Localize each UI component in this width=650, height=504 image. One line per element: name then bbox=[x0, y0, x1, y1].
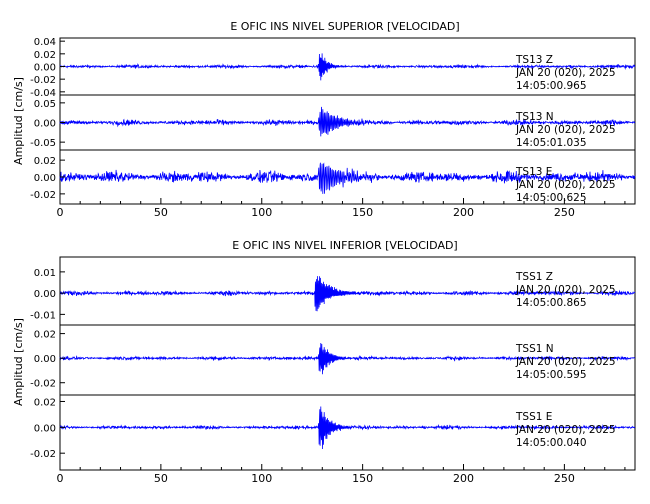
y-tick-label: 0.00 bbox=[34, 423, 56, 434]
start-time-label: 14:05:00.595 bbox=[516, 369, 587, 381]
y-tick-label: 0.02 bbox=[34, 156, 56, 167]
y-tick-label: -0.02 bbox=[30, 190, 56, 201]
station-label: TS13 E bbox=[515, 166, 552, 178]
y-tick-label: 0.01 bbox=[34, 268, 56, 279]
x-tick-label: 100 bbox=[251, 472, 272, 485]
station-label: TS13 Z bbox=[515, 54, 553, 66]
station-label: TSS1 E bbox=[515, 411, 552, 423]
y-tick-label: -0.04 bbox=[30, 88, 56, 99]
y-tick-label: 0.00 bbox=[34, 63, 56, 74]
start-time-label: 14:05:01.035 bbox=[516, 137, 587, 149]
y-tick-label: 0.02 bbox=[34, 330, 56, 341]
chart-title-lower: E OFIC INS NIVEL INFERIOR [VELOCIDAD] bbox=[232, 239, 457, 252]
waveform-trace bbox=[59, 162, 636, 194]
x-tick-label: 200 bbox=[453, 206, 474, 219]
y-tick-label: 0.04 bbox=[34, 37, 56, 48]
start-time-label: 14:05:00.040 bbox=[516, 437, 587, 449]
y-tick-label: 0.02 bbox=[34, 50, 56, 61]
start-time-label: 14:05:00.865 bbox=[516, 297, 587, 309]
station-label: TS13 N bbox=[515, 111, 554, 123]
date-label: JAN 20 (020), 2025 bbox=[515, 67, 616, 79]
y-tick-label: 0.00 bbox=[34, 354, 56, 365]
start-time-label: 14:05:00.965 bbox=[516, 80, 587, 92]
waveform-trace bbox=[59, 342, 636, 375]
y-tick-label: -0.02 bbox=[30, 449, 56, 460]
y-tick-label: 0.02 bbox=[34, 397, 56, 408]
y-axis-label-upper: Amplitud [cm/s] bbox=[12, 77, 25, 165]
x-tick-label: 100 bbox=[251, 206, 272, 219]
x-tick-label: 250 bbox=[554, 206, 575, 219]
date-label: JAN 20 (020), 2025 bbox=[515, 124, 616, 136]
x-tick-label: 50 bbox=[154, 472, 168, 485]
y-tick-label: -0.02 bbox=[30, 379, 56, 390]
station-label: TSS1 N bbox=[515, 343, 554, 355]
x-tick-label: 200 bbox=[453, 472, 474, 485]
date-label: JAN 20 (020), 2025 bbox=[515, 179, 616, 191]
y-tick-label: -0.01 bbox=[30, 310, 56, 321]
x-tick-label: 0 bbox=[57, 206, 64, 219]
y-tick-label: 0.00 bbox=[34, 289, 56, 300]
waveform-trace bbox=[59, 406, 635, 450]
panel-frame bbox=[59, 394, 636, 471]
waveform-trace bbox=[59, 106, 636, 137]
x-tick-label: 150 bbox=[352, 472, 373, 485]
y-tick-label: -0.02 bbox=[30, 75, 56, 86]
start-time-label: 14:05:00.625 bbox=[516, 192, 587, 204]
x-tick-label: 250 bbox=[554, 472, 575, 485]
chart-title-upper: E OFIC INS NIVEL SUPERIOR [VELOCIDAD] bbox=[230, 20, 459, 33]
x-tick-label: 150 bbox=[352, 206, 373, 219]
waveform-trace bbox=[59, 276, 636, 312]
date-label: JAN 20 (020), 2025 bbox=[515, 356, 616, 368]
y-tick-label: 0.05 bbox=[34, 99, 56, 110]
y-axis-label-lower: Amplitud [cm/s] bbox=[12, 318, 25, 406]
date-label: JAN 20 (020), 2025 bbox=[515, 424, 616, 436]
y-tick-label: 0.00 bbox=[34, 173, 56, 184]
waveform-trace bbox=[59, 53, 636, 81]
x-tick-label: 0 bbox=[57, 472, 64, 485]
y-tick-label: -0.05 bbox=[30, 138, 56, 149]
y-tick-label: 0.00 bbox=[34, 119, 56, 130]
date-label: JAN 20 (020), 2025 bbox=[515, 284, 616, 296]
x-tick-label: 50 bbox=[154, 206, 168, 219]
station-label: TSS1 Z bbox=[515, 271, 553, 283]
